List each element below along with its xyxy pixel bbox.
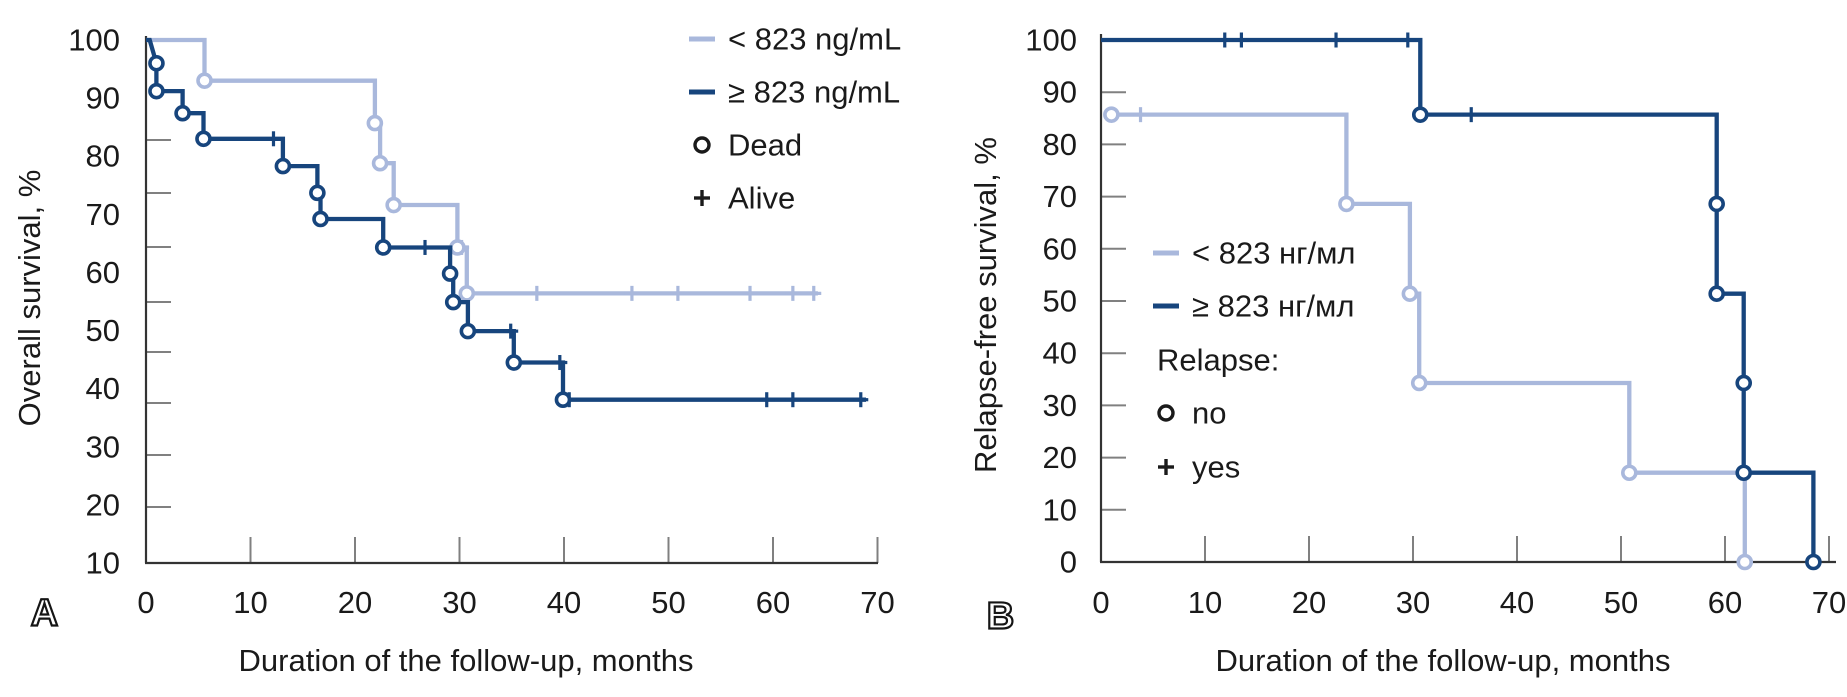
panel-b-x-axis-title: Duration of the follow-up, months — [1215, 643, 1671, 678]
panel-b-y-tick-label-10: 10 — [1043, 492, 1077, 527]
panel-a-x-tick-label-40: 40 — [547, 585, 581, 620]
panel-b-y-tick-label-80: 80 — [1043, 127, 1077, 162]
panel-a-legend-3-label: Dead — [728, 128, 802, 163]
panel-a-series-dark-event-circle-icon — [195, 130, 212, 148]
panel-b-legend-4-label: no — [1192, 396, 1226, 431]
panel-a-series-dark-event-circle-icon — [459, 322, 477, 340]
panel-a-x-tick-label-10: 10 — [233, 585, 267, 620]
panel-a-series-dark-event-circle-icon — [174, 104, 191, 122]
panel-a-x-tick-label-60: 60 — [756, 585, 790, 620]
panel-a-series-dark-event-circle-icon — [505, 354, 523, 371]
panel-a-series-light-event-circle-icon — [449, 239, 466, 256]
panel-b-series-dark-event-circle-icon — [1805, 553, 1822, 571]
panel-a-series-light-curve — [146, 37, 818, 296]
panel-a-x-tick-label-20: 20 — [338, 585, 372, 620]
panel-b-series-dark-event-circle-icon — [1708, 285, 1725, 302]
panel-a-y-tick-label-70: 70 — [86, 197, 120, 232]
panel-a-series-dark-event-circle-icon — [441, 265, 459, 282]
panel-a-series-dark-event-circle-icon — [309, 184, 326, 202]
panel-b-x-tick-label-30: 30 — [1396, 585, 1430, 620]
panel-a-letter: A — [30, 591, 60, 635]
panel-a-legend-3-circle-icon — [693, 136, 711, 154]
panel-b-y-tick-label-100: 100 — [1025, 23, 1077, 58]
panel-b-x-tick-label-60: 60 — [1708, 585, 1742, 620]
panel-b-y-tick-label-20: 20 — [1043, 440, 1077, 475]
panel-a-y-tick-label-90: 90 — [86, 81, 120, 116]
panel-b-x-tick-label-10: 10 — [1188, 585, 1222, 620]
panel-a-y-tick-label-60: 60 — [86, 255, 120, 290]
panel-a-x-tick-label-50: 50 — [651, 585, 685, 620]
panel-a-series-dark-event-circle-icon — [148, 54, 165, 72]
panel-a-x-tick-label-70: 70 — [860, 585, 894, 620]
panel-b-series-light-event-circle-icon — [1410, 374, 1428, 392]
panel-b-letter: B — [986, 594, 1016, 638]
panel-b-y-axis-title: Relapse-free survival, % — [968, 137, 1003, 473]
panel-b-series-dark-event-circle-icon — [1708, 195, 1725, 213]
panel-b-y-tick-label-70: 70 — [1043, 179, 1077, 214]
panel-b-legend-3-label: Relapse: — [1157, 343, 1279, 378]
panel-a-x-axis-title: Duration of the follow-up, months — [238, 643, 694, 678]
panel-a-y-tick-label-10: 10 — [86, 546, 120, 581]
panel-b-series-dark-event-circle-icon — [1735, 374, 1753, 392]
panel-b-series-light-event-circle-icon — [1401, 285, 1419, 302]
panel-a-legend-1-label: < 823 ng/mL — [728, 22, 901, 57]
panel-b-x-tick-label-40: 40 — [1500, 585, 1534, 620]
panel-a-y-tick-label-20: 20 — [86, 487, 120, 522]
panel-a-series-dark-event-circle-icon — [374, 239, 392, 256]
panel-a-series-dark-event-circle-icon — [148, 82, 165, 100]
panel-b-legend-4-circle-icon — [1157, 404, 1175, 422]
panel-a-x-tick-label-0: 0 — [137, 585, 154, 620]
panel-a-y-axis-title: Overall survival, % — [12, 169, 47, 427]
panel-a-y-tick-label-100: 100 — [68, 23, 120, 58]
panel-a-series-light-event-circle-icon — [458, 285, 476, 302]
panel-a-legend-4-label: Alive — [728, 181, 795, 216]
panel-a-x-tick-label-30: 30 — [442, 585, 476, 620]
panel-b-x-tick-label-70: 70 — [1812, 585, 1846, 620]
panel-b-legend-5-label: yes — [1192, 450, 1240, 485]
panel-b-series-dark-event-circle-icon — [1735, 464, 1753, 482]
panel-b-y-tick-label-90: 90 — [1043, 75, 1077, 110]
panel-a-y-tick-label-40: 40 — [86, 371, 120, 406]
panel-a-series-light-event-circle-icon — [196, 72, 213, 89]
panel-b-x-tick-label-20: 20 — [1292, 585, 1326, 620]
panel-a-series-dark-event-circle-icon — [312, 210, 329, 228]
panel-b-y-tick-label-0: 0 — [1060, 545, 1077, 580]
panel-b-series-light-event-circle-icon — [1103, 106, 1120, 123]
panel-b-y-tick-label-50: 50 — [1043, 284, 1077, 319]
panel-b-x-tick-label-0: 0 — [1092, 585, 1109, 620]
panel-a-y-tick-label-80: 80 — [86, 139, 120, 174]
panel-b-series-light-event-circle-icon — [1736, 553, 1754, 571]
panel-b-y-tick-label-30: 30 — [1043, 388, 1077, 423]
panel-b-x-tick-label-50: 50 — [1604, 585, 1638, 620]
panel-b-series-light-curve — [1111, 112, 1747, 562]
panel-b-series-light-event-circle-icon — [1338, 195, 1355, 213]
panel-a-series-dark-event-circle-icon — [274, 157, 292, 175]
panel-a-y-tick-label-50: 50 — [86, 313, 120, 348]
panel-a-series-light-event-circle-icon — [371, 154, 389, 172]
panel-b-series-dark-event-circle-icon — [1411, 106, 1429, 123]
panel-a-series-light-event-circle-icon — [385, 196, 402, 214]
panel-a-series-light-event-circle-icon — [366, 114, 384, 132]
panel-a-series-dark-event-circle-icon — [444, 293, 462, 311]
panel-b-legend-2-label: ≥ 823 нг/мл — [1192, 289, 1354, 324]
panel-b-series-light-event-circle-icon — [1621, 464, 1638, 482]
panel-a-y-tick-label-30: 30 — [86, 429, 120, 464]
panel-b-y-tick-label-60: 60 — [1043, 231, 1077, 266]
panel-b-y-tick-label-40: 40 — [1043, 336, 1077, 371]
panel-a-legend-2-label: ≥ 823 ng/mL — [728, 75, 900, 110]
panel-a-series-dark-event-circle-icon — [554, 391, 572, 409]
panel-b-legend-1-label: < 823 нг/мл — [1192, 236, 1356, 271]
